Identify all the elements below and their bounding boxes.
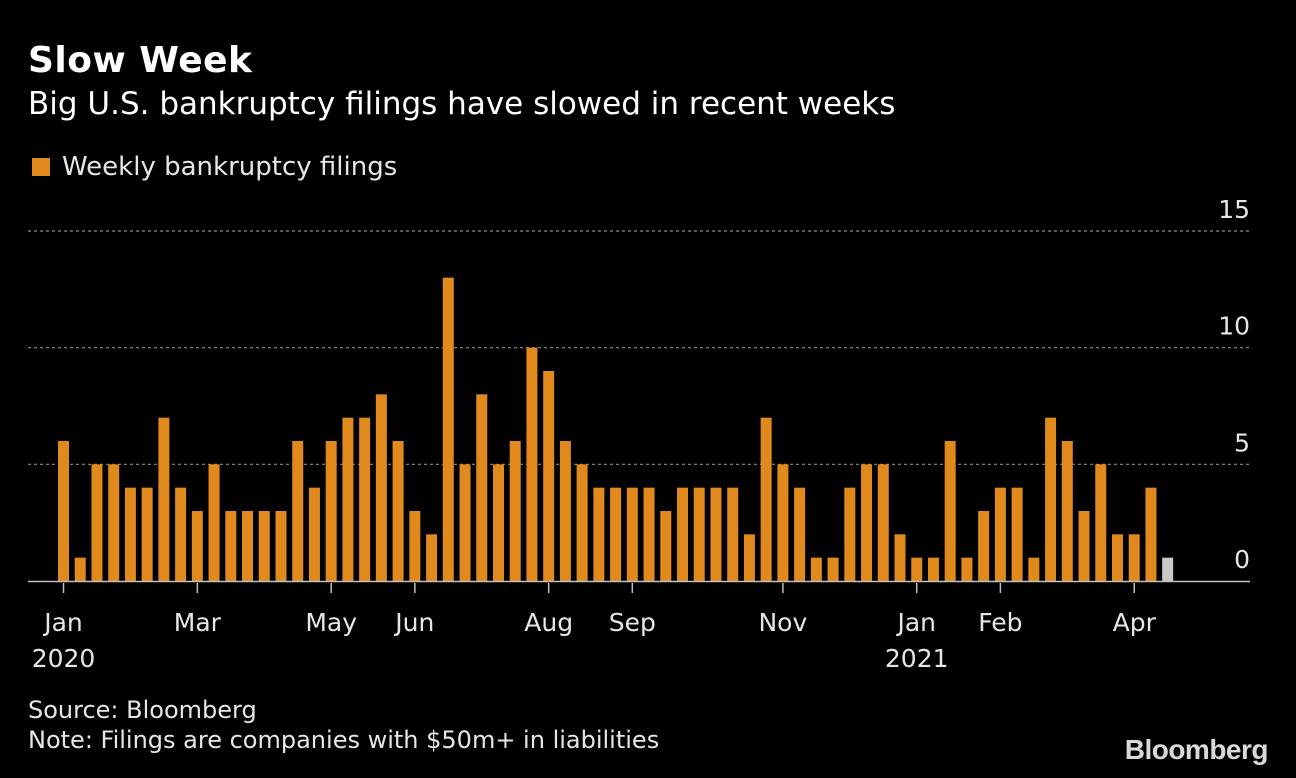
- bar: [258, 511, 270, 581]
- legend-swatch: [32, 158, 50, 176]
- x-tick-year-label: 2021: [885, 644, 949, 673]
- bar: [861, 464, 873, 581]
- bar: [409, 511, 421, 581]
- bar: [794, 487, 806, 581]
- bar: [559, 441, 571, 581]
- x-tick-label: May: [305, 608, 357, 637]
- bar: [877, 464, 889, 581]
- y-tick-label: 5: [1234, 428, 1250, 457]
- bar: [442, 277, 454, 581]
- bar: [191, 511, 203, 581]
- bars: [58, 277, 1174, 581]
- filing-note: Note: Filings are companies with $50m+ i…: [28, 726, 660, 754]
- bar: [994, 487, 1006, 581]
- bar: [225, 511, 237, 581]
- bar: [944, 441, 956, 581]
- bar: [175, 487, 187, 581]
- bar: [124, 487, 136, 581]
- bar: [1011, 487, 1023, 581]
- x-tick-label: Mar: [174, 608, 222, 637]
- bar: [760, 417, 772, 581]
- bar: [208, 464, 220, 581]
- x-tick-label: Jun: [393, 608, 434, 637]
- bar: [1028, 557, 1040, 581]
- bar: [158, 417, 170, 581]
- bar: [108, 464, 120, 581]
- bar: [894, 534, 906, 581]
- bar: [643, 487, 655, 581]
- bar: [693, 487, 705, 581]
- legend: Weekly bankruptcy filings: [32, 152, 397, 182]
- bar: [1111, 534, 1123, 581]
- bar: [141, 487, 153, 581]
- bar: [1095, 464, 1107, 581]
- x-tick-label: Aug: [524, 608, 573, 637]
- chart-title: Slow Week: [28, 40, 253, 81]
- bar: [292, 441, 304, 581]
- bar: [342, 417, 354, 581]
- bar: [1145, 487, 1157, 581]
- bar: [58, 441, 69, 581]
- bar: [275, 511, 287, 581]
- bar: [426, 534, 438, 581]
- bar: [743, 534, 755, 581]
- bar: [710, 487, 722, 581]
- bar: [492, 464, 504, 581]
- bar: [359, 417, 371, 581]
- bar: [1061, 441, 1073, 581]
- bar: [392, 441, 404, 581]
- chart-subtitle: Big U.S. bankruptcy filings have slowed …: [28, 86, 896, 122]
- bar: [626, 487, 638, 581]
- bar: [660, 511, 672, 581]
- bar: [308, 487, 320, 581]
- bar: [1128, 534, 1140, 581]
- bar: [543, 371, 555, 581]
- y-tick-label: 10: [1218, 312, 1250, 341]
- bar: [677, 487, 689, 581]
- y-axis-ticks: 0 5 10 15: [1218, 195, 1250, 574]
- bar: [459, 464, 471, 581]
- legend-label: Weekly bankruptcy filings: [62, 152, 398, 182]
- bar: [242, 511, 254, 581]
- bar: [1078, 511, 1090, 581]
- bar: [911, 557, 923, 581]
- bloomberg-logo: Bloomberg: [1124, 734, 1269, 765]
- bar: [593, 487, 605, 581]
- bar: [1045, 417, 1057, 581]
- x-tick-label: Sep: [609, 608, 656, 637]
- bar: [325, 441, 337, 581]
- bar: [476, 394, 488, 581]
- y-tick-label: 0: [1234, 545, 1250, 574]
- gridlines: [28, 230, 1250, 465]
- bar: [1162, 557, 1174, 581]
- x-tick-label: Feb: [978, 608, 1022, 637]
- bar: [375, 394, 387, 581]
- bar: [927, 557, 939, 581]
- bar: [727, 487, 739, 581]
- bar: [827, 557, 839, 581]
- bar: [74, 557, 86, 581]
- source-note: Source: Bloomberg: [28, 696, 257, 724]
- x-tick-label: Jan: [42, 608, 83, 637]
- bar-chart: 0 5 10 15 Jan 2020 Mar May Jun Aug Sep Nov Jan 2021 F…: [28, 195, 1250, 673]
- x-axis-ticks: Jan 2020 Mar May Jun Aug Sep Nov Jan 2021 Feb Apr: [32, 583, 1157, 673]
- bar: [610, 487, 622, 581]
- bar: [526, 347, 538, 581]
- x-tick-label: Nov: [758, 608, 807, 637]
- x-tick-label: Jan: [895, 608, 936, 637]
- bar: [978, 511, 990, 581]
- x-tick-year-label: 2020: [32, 644, 96, 673]
- bar: [777, 464, 789, 581]
- bar: [961, 557, 973, 581]
- bar: [509, 441, 521, 581]
- bar: [844, 487, 856, 581]
- bar: [91, 464, 103, 581]
- y-tick-label: 15: [1218, 195, 1250, 224]
- bar: [576, 464, 588, 581]
- bar: [810, 557, 822, 581]
- x-tick-label: Apr: [1113, 608, 1157, 637]
